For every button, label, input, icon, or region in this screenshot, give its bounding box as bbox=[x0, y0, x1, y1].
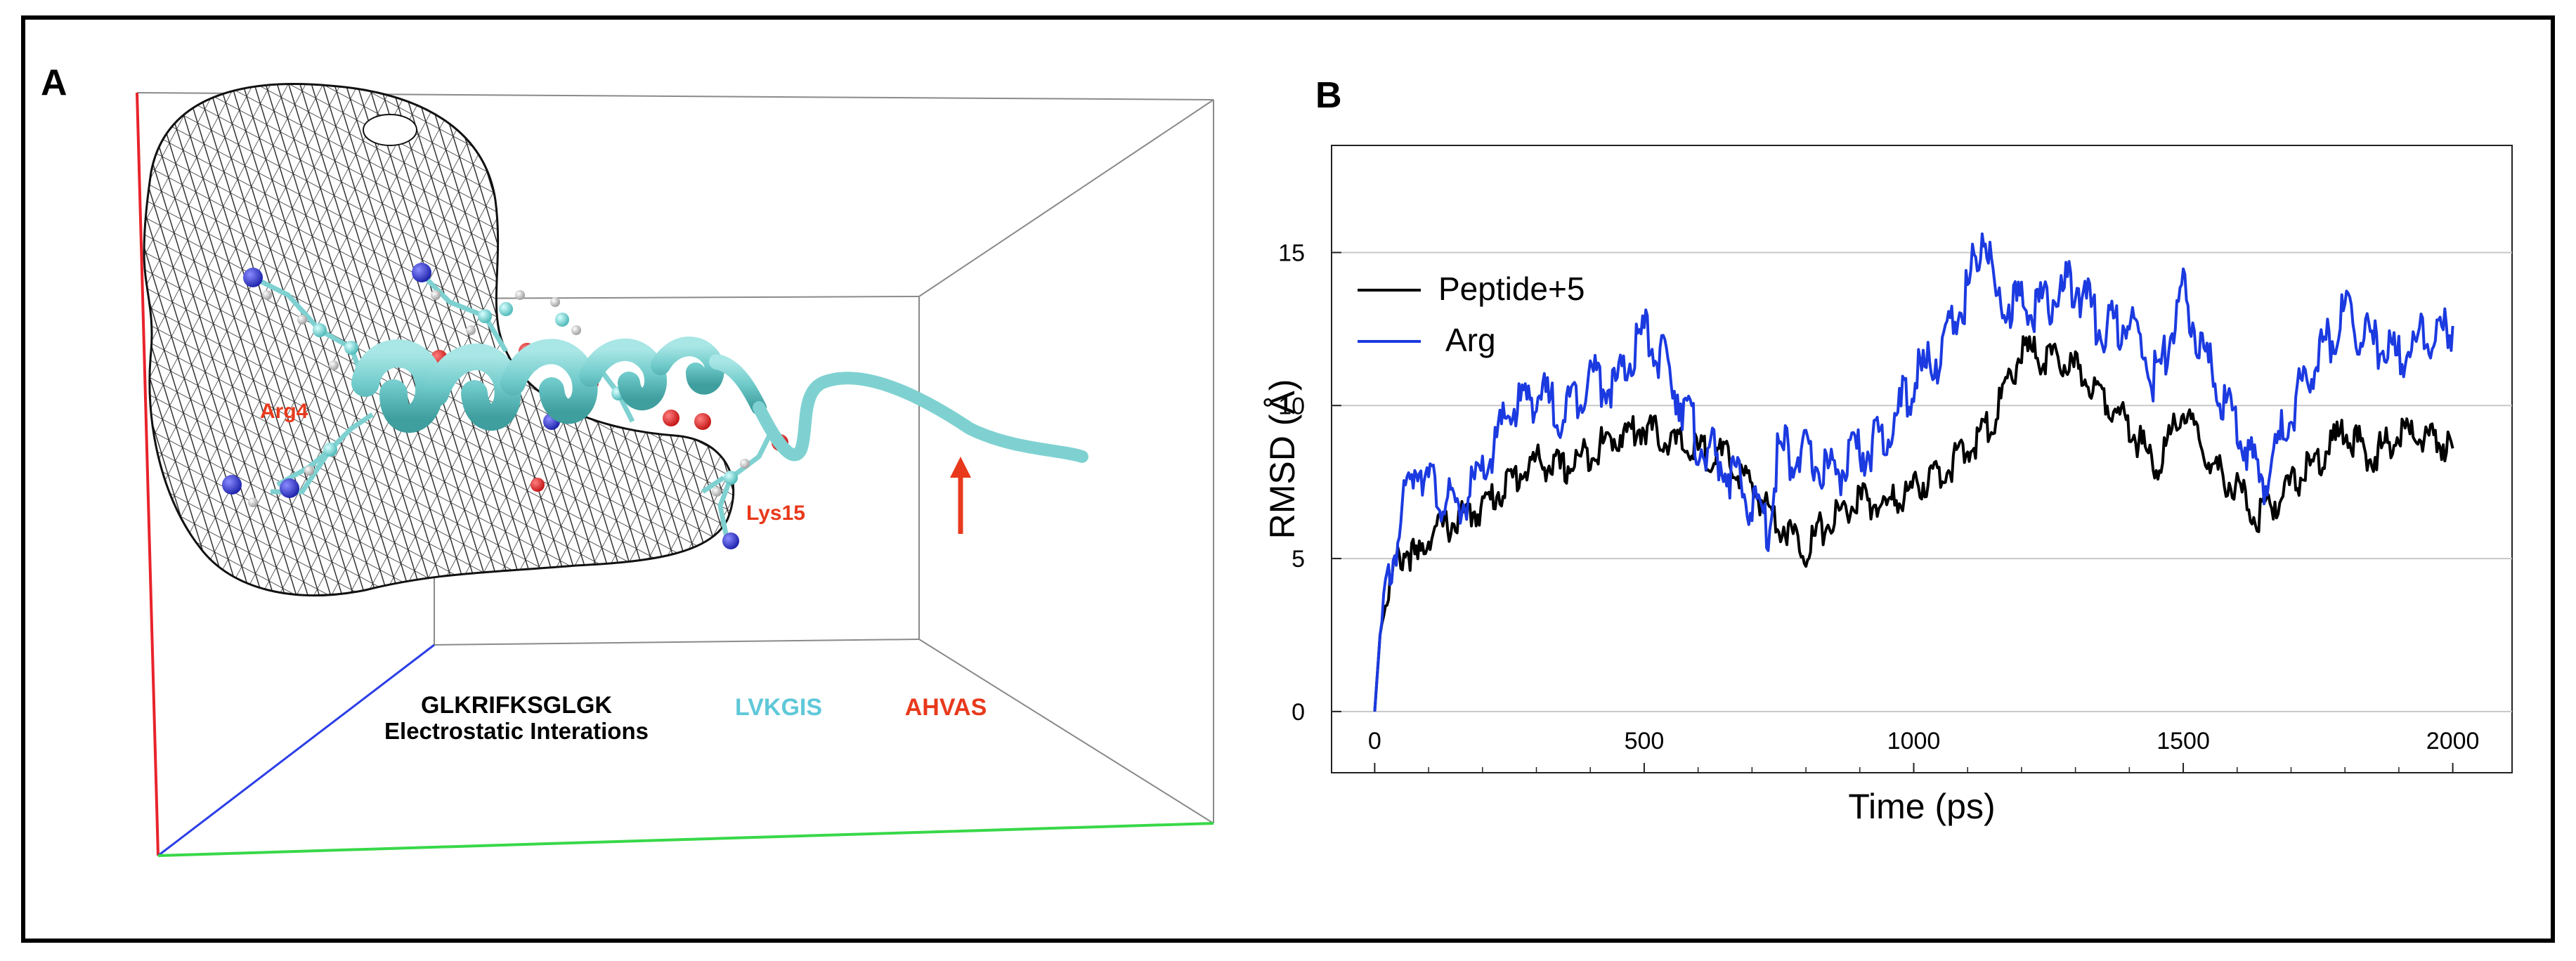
axis-red bbox=[136, 92, 160, 856]
legend: Peptide+5 Arg bbox=[1358, 270, 1585, 358]
helix-ribbon bbox=[351, 336, 1088, 463]
x-tick-label: 0 bbox=[1368, 728, 1381, 754]
panel-b-label: B bbox=[1315, 75, 1342, 116]
legend-entry: Peptide+5 bbox=[1438, 270, 1585, 307]
series-line-peptide bbox=[1373, 335, 2454, 712]
plot-area bbox=[1331, 145, 2513, 773]
panel-a-label: A bbox=[41, 63, 67, 103]
x-tick-label: 500 bbox=[1625, 728, 1665, 754]
axis-green bbox=[157, 822, 1214, 857]
x-tick-label: 1000 bbox=[1887, 728, 1941, 754]
panel-a: A bbox=[0, 0, 1251, 961]
panel-b: B 0 5 10 15 0 500 1000 1500 2000 Peptide+5 Arg Ti… bbox=[1251, 0, 2576, 961]
mesh-surface bbox=[143, 83, 735, 596]
x-tick-label: 1500 bbox=[2157, 728, 2210, 754]
x-axis-label: Time (ps) bbox=[1848, 787, 1995, 826]
seq-electrostatic: GLKRIFKSGLGK bbox=[421, 692, 612, 719]
figure-frame bbox=[21, 15, 2555, 943]
y-axis-label: RMSD (Å) bbox=[1263, 379, 1302, 540]
x-tick-label: 2000 bbox=[2426, 728, 2480, 754]
grid-lines bbox=[1332, 251, 2512, 712]
label-arg4: Arg4 bbox=[260, 400, 308, 423]
seq-electrostatic-caption: Electrostatic Interations bbox=[384, 718, 649, 744]
label-lys15: Lys15 bbox=[746, 502, 805, 525]
series-lines bbox=[1373, 232, 2454, 712]
up-arrow-icon bbox=[950, 457, 971, 534]
legend-entry: Arg bbox=[1445, 322, 1496, 358]
atoms bbox=[222, 263, 788, 549]
axis-ticks: 0 5 10 15 0 500 1000 1500 2000 bbox=[1278, 240, 2479, 773]
axis-blue bbox=[157, 643, 435, 857]
series-line-arg bbox=[1373, 232, 2454, 712]
y-tick-label: 0 bbox=[1292, 699, 1305, 726]
y-tick-label: 10 bbox=[1278, 393, 1305, 419]
seq-cyan: LVKGIS bbox=[735, 694, 822, 721]
molecular-view: Arg4 Lys15 GLKRIFKSGLGK Electrostatic In… bbox=[136, 83, 1214, 857]
y-tick-label: 5 bbox=[1292, 546, 1305, 573]
rmsd-chart: 0 5 10 15 0 500 1000 1500 2000 Peptide+5 Arg Time… bbox=[1263, 145, 2513, 826]
seq-red: AHVAS bbox=[905, 694, 987, 721]
y-tick-label: 15 bbox=[1278, 240, 1305, 266]
